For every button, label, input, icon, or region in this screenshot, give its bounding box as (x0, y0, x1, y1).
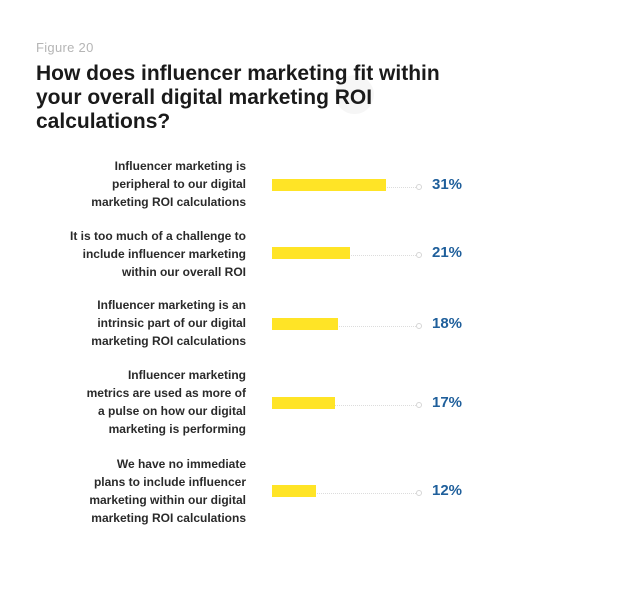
value-label: 12% (432, 482, 463, 499)
bar-track-end (416, 323, 422, 329)
bar (272, 397, 335, 409)
chart-title: How does influencer marketing fit within… (36, 62, 440, 133)
bar-track-end (416, 252, 422, 258)
bar-track (272, 405, 416, 406)
category-label: It is too much of a challenge to include … (30, 227, 246, 281)
category-label-line: We have no immediate (116, 457, 246, 471)
figure-label: Figure 20 (36, 40, 94, 55)
bar-track (272, 326, 416, 327)
category-label-line: marketing ROI calculations (91, 511, 246, 525)
category-label-line: marketing ROI calculations (91, 195, 246, 209)
category-label: Influencer marketing is peripheral to our… (30, 157, 246, 211)
category-label: Influencer marketing metrics are used as … (30, 366, 246, 438)
category-label-line: intrinsic part of our digital (97, 316, 246, 330)
value-label: 31% (432, 176, 463, 193)
category-label: Influencer marketing is an intrinsic part… (30, 296, 246, 350)
bar (272, 318, 338, 330)
category-label-line: metrics are used as more of (86, 386, 246, 400)
category-label: We have no immediate plans to include inf… (30, 455, 246, 527)
bar-track-end (416, 402, 422, 408)
bar-track (272, 493, 416, 494)
category-label-line: within our overall ROI (121, 265, 246, 279)
category-label-line: peripheral to our digital (111, 177, 246, 191)
category-label-line: Influencer marketing is (114, 159, 246, 173)
bar (272, 485, 316, 497)
category-label-line: Influencer marketing is an (97, 298, 246, 312)
category-label-line: marketing ROI calculations (91, 334, 246, 348)
value-label: 18% (432, 315, 463, 332)
value-label: 21% (432, 244, 463, 261)
category-label-line: Influencer marketing (127, 368, 246, 382)
category-label-line: include influencer marketing (82, 247, 246, 261)
category-label-line: a pulse on how our digital (97, 404, 246, 418)
bar-track-end (416, 490, 422, 496)
bar (272, 179, 386, 191)
category-label-line: marketing within our digital (89, 493, 246, 507)
bar-track-end (416, 184, 422, 190)
category-label-line: It is too much of a challenge to (69, 229, 246, 243)
category-label-line: plans to include influencer (93, 475, 246, 489)
bar (272, 247, 350, 259)
value-label: 17% (432, 394, 463, 411)
category-label-line: marketing is performing (108, 422, 246, 436)
